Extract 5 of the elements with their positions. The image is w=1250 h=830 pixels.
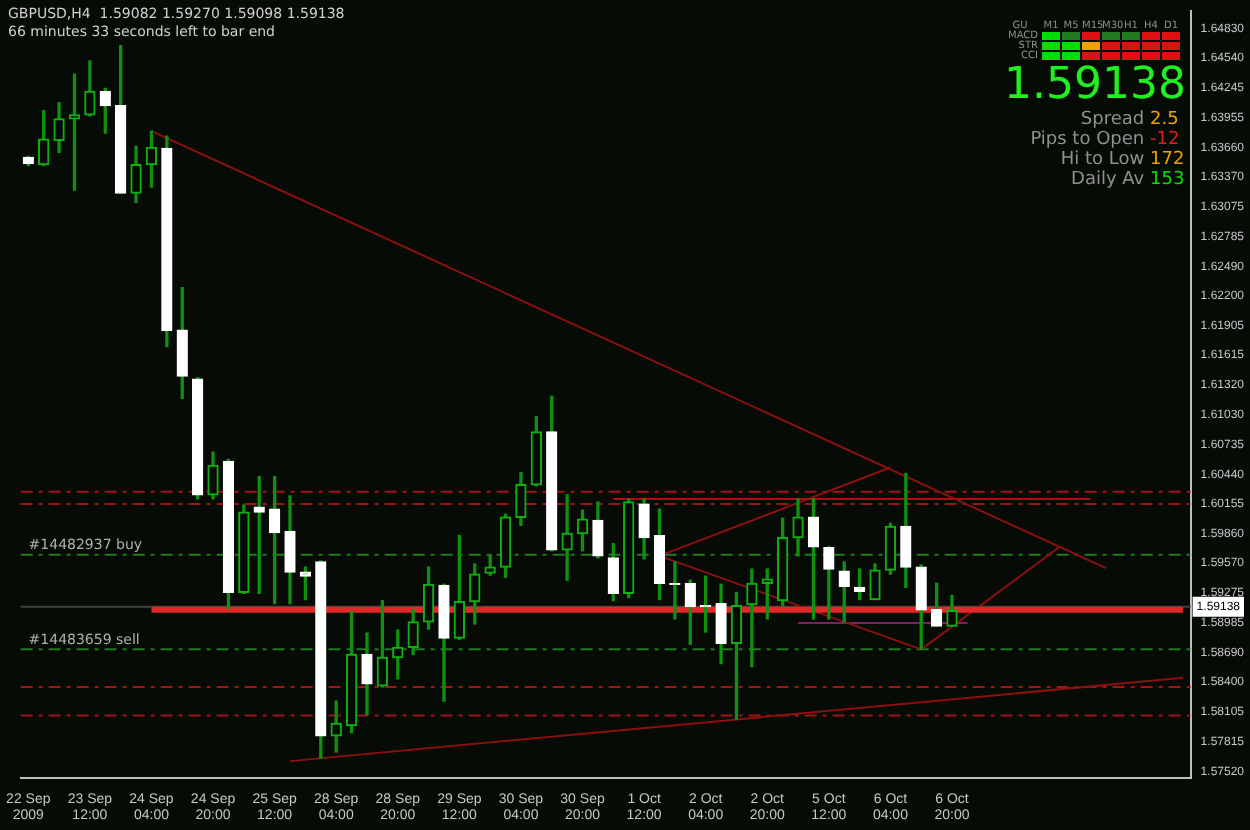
annotation: Spread 2.5 <box>1080 110 1181 130</box>
annotation: Hi to Low 172 <box>1060 150 1186 170</box>
annotation: Daily Av 153 <box>1071 170 1186 190</box>
annotation: Pips to Open -12 <box>1030 130 1182 150</box>
annotation: 1.59138 <box>1004 60 1186 110</box>
